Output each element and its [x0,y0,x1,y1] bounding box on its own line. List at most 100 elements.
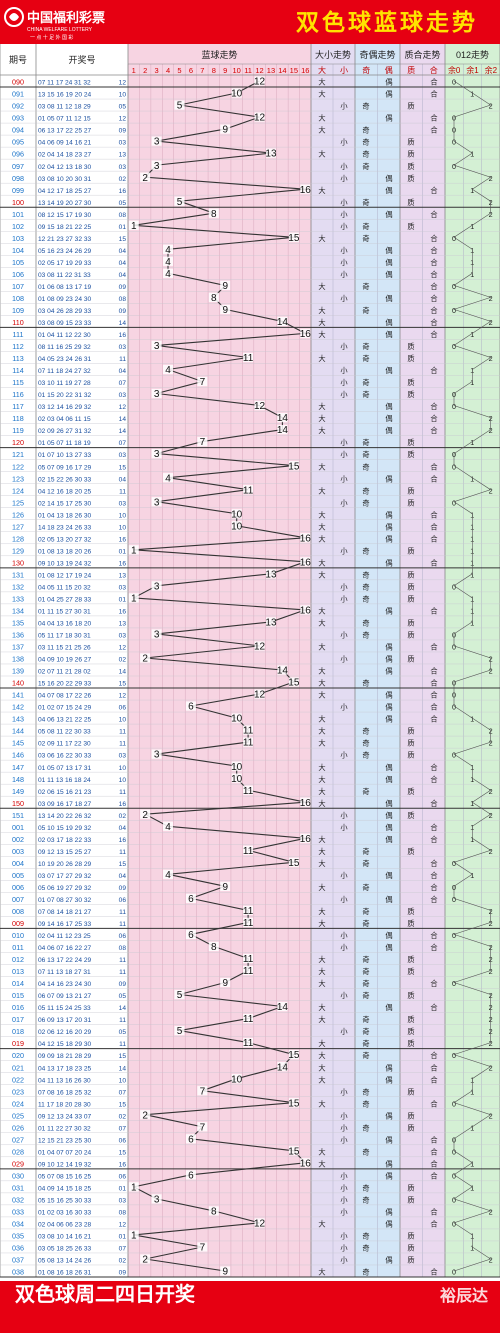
issue-number: 021 [12,1063,24,1072]
bigsmall-mark: 小 [340,1027,347,1036]
draw-blue-number: 15 [119,861,127,868]
draw-red-numbers: 03 09 16 17 18 27 [38,801,91,808]
blue-point-bg [254,112,265,122]
oddeven-mark: 偶 [385,691,392,700]
bigsmall-mark: 小 [340,378,347,387]
draw-red-numbers: 09 10 12 14 19 32 [38,1161,91,1168]
oddeven-mark: 偶 [385,558,392,567]
draw-blue-number: 03 [119,500,127,507]
draw-blue-number: 12 [119,116,127,123]
primecomp-mark: 质 [407,450,414,459]
blue-point: 16 [300,1158,312,1169]
primecomp-mark: 合 [430,210,437,219]
bigsmall-mark: 大 [318,859,325,868]
mod3-mark: 1 [470,90,474,99]
bigsmall-mark: 小 [340,895,347,904]
primecomp-mark: 合 [430,667,437,676]
blue-point-bg [151,581,162,591]
blue-point: 3 [154,1194,160,1205]
oddeven-col-header: 奇偶走势 [359,49,395,60]
blue-point: 5 [177,197,183,208]
oddeven-mark: 奇 [362,619,369,628]
draw-blue-number: 16 [119,536,127,543]
oddeven-mark: 偶 [385,366,392,375]
blue-point: 11 [243,846,254,857]
blue-point-bg [185,1134,196,1144]
blue-point: 2 [142,654,148,665]
oddeven-mark: 偶 [385,414,392,423]
blue-point-bg [243,953,254,964]
issue-number: 033 [12,1207,24,1216]
draw-red-numbers: 03 11 15 21 25 26 [38,645,91,652]
issue-number: 130 [12,558,24,567]
mod3-mark: 1 [470,835,474,844]
primecomp-mark: 合 [430,823,437,832]
mod3-mark: 0 [452,78,456,87]
bigsmall-mark: 大 [318,330,325,339]
oddeven-mark: 奇 [362,138,369,147]
blue-point: 9 [222,125,228,136]
oddeven-mark: 奇 [362,498,369,507]
draw-red-numbers: 01 04 13 18 26 30 [38,512,91,519]
issue-col-header: 期号 [9,55,27,65]
issue-number: 007 [12,895,24,904]
primecomp-mark: 质 [407,486,414,495]
blue-point-bg [288,232,299,242]
primecomp-mark: 合 [430,78,437,87]
draw-blue-number: 03 [119,1197,127,1204]
primecomp-mark: 质 [407,1256,414,1265]
blue-point-bg [243,917,254,928]
bigsmall-mark: 大 [318,775,325,784]
oddeven-mark: 奇 [362,847,369,856]
oddeven-mark: 奇 [362,859,369,868]
bigsmall-mark: 大 [318,318,325,327]
draw-blue-number: 11 [119,909,126,916]
blue-point-bg [277,412,288,423]
oddeven-mark: 偶 [385,1159,392,1168]
blue-point-bg [185,1170,196,1180]
draw-red-numbers: 09 12 13 15 25 27 [38,849,91,856]
primecomp-mark: 合 [430,402,437,411]
draw-red-numbers: 06 13 17 22 25 27 [38,128,91,135]
blue-point-bg [208,208,219,218]
blue-point: 10 [231,509,243,520]
draw-blue-number: 03 [119,344,127,351]
primecomp-mark: 合 [430,799,437,808]
oddeven-mark: 偶 [385,522,392,531]
issue-number: 009 [12,919,24,928]
oddeven-mark: 奇 [362,967,369,976]
blue-point: 16 [300,557,312,568]
blue-point-bg [231,521,242,531]
draw-red-numbers: 07 11 13 18 27 31 [38,969,91,976]
oddeven-mark: 偶 [385,931,392,940]
oddeven-mark: 偶 [385,78,392,87]
mod3-mark: 1 [470,474,474,483]
blue-point-bg [128,220,139,230]
blue-point: 1 [131,545,137,556]
footer-banner: 双色球周二四日开奖 裕辰达 [0,1281,500,1333]
blue-point: 14 [277,413,289,424]
primecomp-mark: 质 [407,594,414,603]
issue-number: 023 [12,1087,24,1096]
bigsmall-subheader: 大 [318,65,326,75]
mod3-mark: 1 [470,1087,474,1096]
oddeven-mark: 奇 [362,907,369,916]
blue-point-bg [163,244,174,254]
draw-blue-number: 13 [119,572,127,579]
bigsmall-mark: 小 [340,258,347,267]
draw-red-numbers: 02 04 12 13 18 30 [38,164,91,171]
draw-blue-number: 07 [119,380,127,387]
bigsmall-mark: 小 [340,811,347,820]
blue-point-bg [140,1110,151,1120]
blue-point: 3 [154,161,160,172]
draw-red-numbers: 03 06 16 22 30 33 [38,753,91,760]
mod3-mark: 2 [489,354,493,363]
draw-blue-number: 16 [119,837,127,844]
blue-point-bg [185,701,196,711]
oddeven-mark: 奇 [362,1099,369,1108]
draw-red-numbers: 11 17 18 20 28 30 [38,1101,91,1108]
blue-tick-label: 10 [232,66,240,75]
blue-point: 13 [265,618,277,629]
mod3-mark: 1 [470,222,474,231]
draw-blue-number: 10 [119,524,127,531]
